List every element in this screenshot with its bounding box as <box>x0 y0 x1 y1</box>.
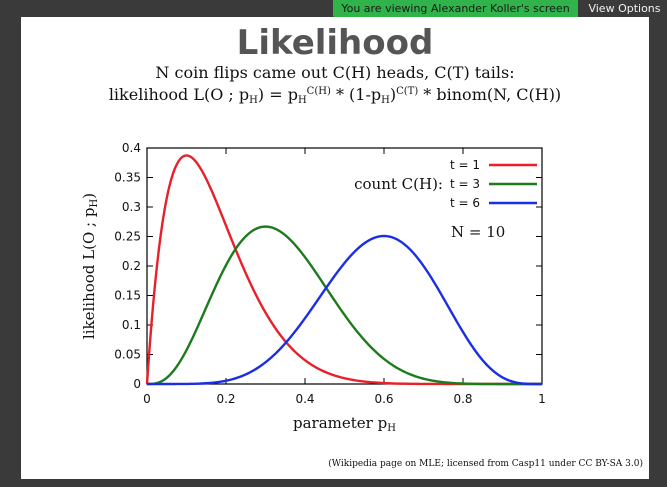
legend-label: t = 6 <box>450 196 480 210</box>
y-tick-label: 0.3 <box>122 200 141 214</box>
series-line-t1 <box>145 154 542 386</box>
x-axis-label: parameter pH <box>293 414 396 434</box>
plot-frame <box>146 147 543 385</box>
formula-part: * (1-p <box>330 85 382 104</box>
y-tick-label: 0.1 <box>122 318 141 332</box>
formula-part: ) <box>389 85 397 104</box>
legend-title: count C(H): <box>354 175 443 193</box>
y-tick-label: 0.2 <box>122 259 141 273</box>
formula-subscript: H <box>297 95 307 106</box>
x-tick-label: 0.4 <box>295 392 314 406</box>
formula-superscript: C(H) <box>306 86 331 97</box>
attribution-text: (Wikipedia page on MLE; licensed from Ca… <box>328 459 643 469</box>
screen-share-banner: You are viewing Alexander Koller's scree… <box>333 0 578 17</box>
y-axis-label: likelihood L(O ; pH) <box>80 193 100 339</box>
x-tick-label: 0 <box>143 392 151 406</box>
x-tick-label: 1 <box>538 392 546 406</box>
slide-subtitle-line1: N coin flips came out C(H) heads, C(T) t… <box>155 63 515 82</box>
y-tick-label: 0.05 <box>114 348 141 362</box>
y-tick-label: 0.4 <box>122 141 141 155</box>
likelihood-formula: likelihood L(O ; pH) = pHC(H) * (1-pH)C(… <box>21 85 649 106</box>
formula-superscript: C(T) <box>396 86 419 97</box>
slide: Likelihood N coin flips came out C(H) he… <box>21 17 649 479</box>
formula-part: likelihood L(O ; p <box>108 85 250 104</box>
n-annotation: N = 10 <box>451 223 505 241</box>
legend-label: t = 3 <box>450 177 480 191</box>
series-line-t3 <box>146 225 542 386</box>
y-tick-label: 0.25 <box>114 230 141 244</box>
y-tick-label: 0.35 <box>114 171 141 185</box>
view-options-button[interactable]: View Options <box>582 0 667 17</box>
formula-part: ) = p <box>257 85 298 104</box>
y-tick-label: 0 <box>133 377 141 391</box>
slide-title: Likelihood <box>236 23 434 63</box>
y-tick-label: 0.15 <box>114 289 141 303</box>
x-tick-label: 0.2 <box>216 392 235 406</box>
x-tick-label: 0.8 <box>453 392 472 406</box>
likelihood-chart: 0 0.05 0.1 0.15 0.2 0.25 0.3 0.35 0.4 0 0.2 0.4 0.6 0… <box>80 141 546 434</box>
series-line-t6 <box>147 234 542 386</box>
formula-subscript: H <box>249 95 258 106</box>
formula-part: * binom(N, C(H)) <box>418 85 562 104</box>
formula-subscript: H <box>381 95 390 106</box>
x-tick-label: 0.6 <box>374 392 393 406</box>
legend-label: t = 1 <box>450 158 480 172</box>
